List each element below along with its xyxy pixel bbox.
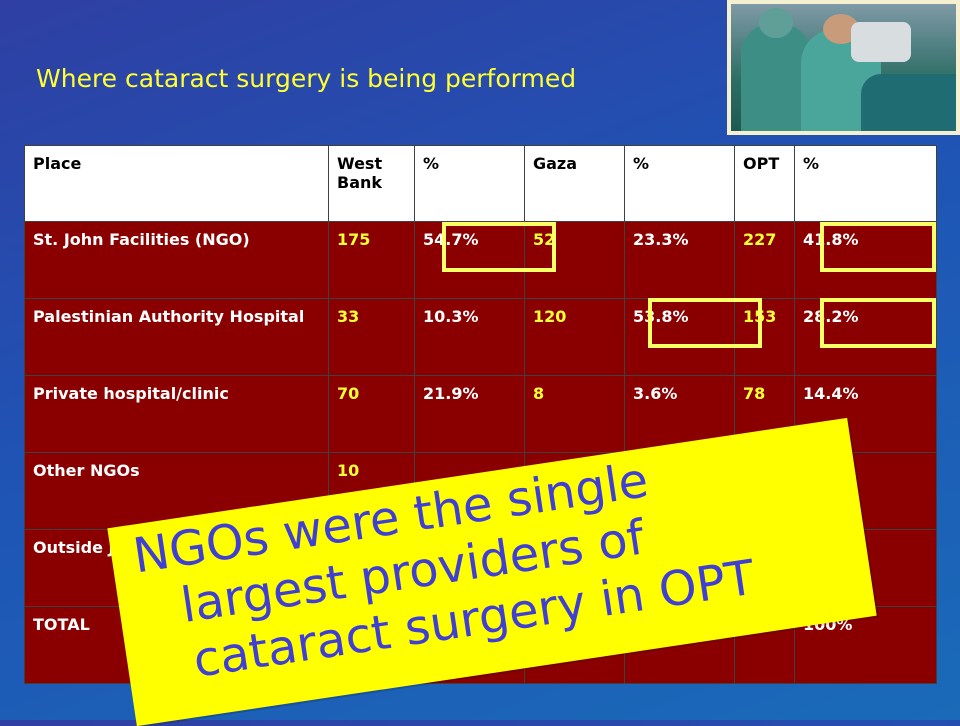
slide-title: Where cataract surgery is being performe… [36,64,577,93]
highlight-box [820,298,936,348]
header-cell: % [794,145,937,222]
table-row: St. John Facilities (NGO) 175 54.7% 52 2… [24,221,937,299]
table-cell: 8 [524,375,625,453]
table-cell: 23.3% [624,221,735,299]
header-cell: OPT [734,145,795,222]
table-cell: 175 [328,221,415,299]
table-cell: 53.8% [624,298,735,376]
header-cell: Gaza [524,145,625,222]
table-cell: 153 [734,298,795,376]
table-cell: 21.9% [414,375,525,453]
table-cell: 28.2% [794,298,937,376]
header-cell: West Bank [328,145,415,222]
microscope-icon [851,22,911,62]
table-cell: 70 [328,375,415,453]
highlight-box [820,222,936,272]
table-header-row: Place West Bank % Gaza % OPT % [24,145,937,222]
highlight-box [442,222,556,272]
table-cell: 52 [524,221,625,299]
table-cell: 120 [524,298,625,376]
table-cell: 3.6% [624,375,735,453]
surgeon-head [759,8,793,38]
header-cell: % [624,145,735,222]
place-cell: Palestinian Authority Hospital [24,298,329,376]
surgery-photo [727,0,960,135]
place-cell: Private hospital/clinic [24,375,329,453]
table-cell: 227 [734,221,795,299]
header-cell: % [414,145,525,222]
header-cell: Place [24,145,329,222]
place-cell: St. John Facilities (NGO) [24,221,329,299]
surgeon-figure [741,24,811,131]
table-cell: 33 [328,298,415,376]
surgical-drape [861,74,956,131]
table-row: Palestinian Authority Hospital 33 10.3% … [24,298,937,376]
highlight-box [648,298,762,348]
table-cell: 10.3% [414,298,525,376]
